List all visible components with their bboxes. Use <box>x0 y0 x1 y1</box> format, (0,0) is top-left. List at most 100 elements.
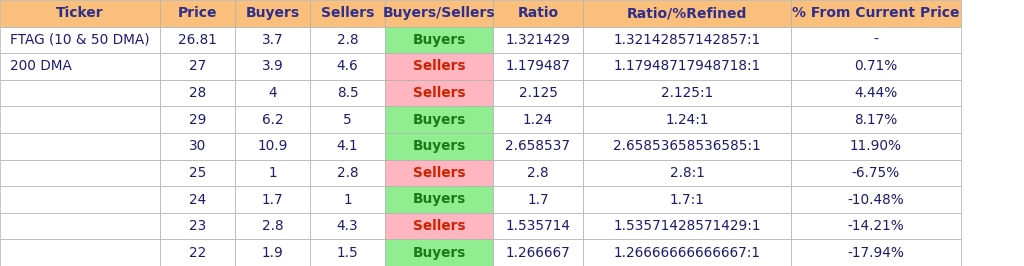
Text: 1.9: 1.9 <box>261 246 284 260</box>
Bar <box>234 27 310 53</box>
Bar <box>160 239 234 266</box>
Text: 26.81: 26.81 <box>178 33 217 47</box>
Text: 1.535714: 1.535714 <box>506 219 570 233</box>
Text: 27: 27 <box>188 60 206 73</box>
Text: -6.75%: -6.75% <box>852 166 900 180</box>
Bar <box>583 53 791 80</box>
Text: Buyers/Sellers: Buyers/Sellers <box>383 6 496 20</box>
Bar <box>583 186 791 213</box>
Text: 5: 5 <box>343 113 352 127</box>
Text: 2.658537: 2.658537 <box>506 139 570 153</box>
Text: 0.71%: 0.71% <box>854 60 898 73</box>
Bar <box>791 160 961 186</box>
Text: -10.48%: -10.48% <box>848 193 904 206</box>
Bar <box>160 80 234 106</box>
Text: 22: 22 <box>188 246 206 260</box>
Bar <box>385 80 493 106</box>
Bar <box>160 133 234 160</box>
Bar <box>493 106 583 133</box>
Text: 2.125:1: 2.125:1 <box>660 86 713 100</box>
Bar <box>234 0 310 27</box>
Text: 2.65853658536585:1: 2.65853658536585:1 <box>613 139 761 153</box>
Bar <box>310 106 385 133</box>
Text: 1.24: 1.24 <box>523 113 553 127</box>
Bar <box>310 53 385 80</box>
Bar <box>234 213 310 239</box>
Bar <box>791 106 961 133</box>
Text: FTAG (10 & 50 DMA): FTAG (10 & 50 DMA) <box>9 33 150 47</box>
Bar <box>583 239 791 266</box>
Bar <box>234 186 310 213</box>
Bar <box>310 213 385 239</box>
Text: 1.7: 1.7 <box>527 193 549 206</box>
Text: 4.3: 4.3 <box>337 219 358 233</box>
Text: 6.2: 6.2 <box>262 113 284 127</box>
Text: 4: 4 <box>268 86 276 100</box>
Bar <box>160 53 234 80</box>
Text: Ratio: Ratio <box>517 6 558 20</box>
Text: 1.321429: 1.321429 <box>506 33 570 47</box>
Bar <box>310 239 385 266</box>
Text: Sellers: Sellers <box>321 6 374 20</box>
Bar <box>0 239 160 266</box>
Bar <box>160 213 234 239</box>
Text: 1: 1 <box>343 193 352 206</box>
Bar <box>583 0 791 27</box>
Text: -: - <box>873 33 879 47</box>
Bar <box>493 27 583 53</box>
Bar <box>791 27 961 53</box>
Bar <box>385 186 493 213</box>
Bar <box>385 213 493 239</box>
Bar <box>385 133 493 160</box>
Text: 2.8: 2.8 <box>337 33 358 47</box>
Bar <box>0 213 160 239</box>
Bar <box>0 133 160 160</box>
Text: Sellers: Sellers <box>413 60 465 73</box>
Bar <box>234 80 310 106</box>
Text: Sellers: Sellers <box>413 166 465 180</box>
Text: 30: 30 <box>188 139 206 153</box>
Bar <box>385 27 493 53</box>
Bar <box>583 160 791 186</box>
Bar <box>234 239 310 266</box>
Text: 10.9: 10.9 <box>257 139 288 153</box>
Bar <box>583 106 791 133</box>
Text: 2.8: 2.8 <box>527 166 549 180</box>
Text: 1.266667: 1.266667 <box>506 246 570 260</box>
Text: 1.7:1: 1.7:1 <box>670 193 705 206</box>
Text: 1.7: 1.7 <box>262 193 284 206</box>
Bar <box>385 53 493 80</box>
Bar <box>160 186 234 213</box>
Text: 2.8: 2.8 <box>337 166 358 180</box>
Text: 1.32142857142857:1: 1.32142857142857:1 <box>613 33 761 47</box>
Text: 8.5: 8.5 <box>337 86 358 100</box>
Bar <box>583 133 791 160</box>
Bar <box>0 186 160 213</box>
Text: 2.125: 2.125 <box>518 86 557 100</box>
Bar <box>493 213 583 239</box>
Bar <box>385 239 493 266</box>
Text: 25: 25 <box>188 166 206 180</box>
Text: 4.1: 4.1 <box>337 139 358 153</box>
Text: Ticker: Ticker <box>56 6 103 20</box>
Text: 1.24:1: 1.24:1 <box>666 113 709 127</box>
Bar <box>234 133 310 160</box>
Bar <box>791 133 961 160</box>
Text: 1: 1 <box>268 166 276 180</box>
Text: 2.8:1: 2.8:1 <box>670 166 705 180</box>
Text: 3.7: 3.7 <box>262 33 284 47</box>
Text: 24: 24 <box>188 193 206 206</box>
Text: 1.26666666666667:1: 1.26666666666667:1 <box>613 246 761 260</box>
Text: Ratio/%Refined: Ratio/%Refined <box>627 6 748 20</box>
Text: % From Current Price: % From Current Price <box>793 6 959 20</box>
Bar <box>791 186 961 213</box>
Bar <box>0 160 160 186</box>
Text: 200 DMA: 200 DMA <box>9 60 72 73</box>
Text: 2.8: 2.8 <box>262 219 284 233</box>
Text: Sellers: Sellers <box>413 86 465 100</box>
Bar <box>791 53 961 80</box>
Bar <box>310 160 385 186</box>
Bar <box>493 80 583 106</box>
Bar <box>385 160 493 186</box>
Text: Buyers: Buyers <box>246 6 300 20</box>
